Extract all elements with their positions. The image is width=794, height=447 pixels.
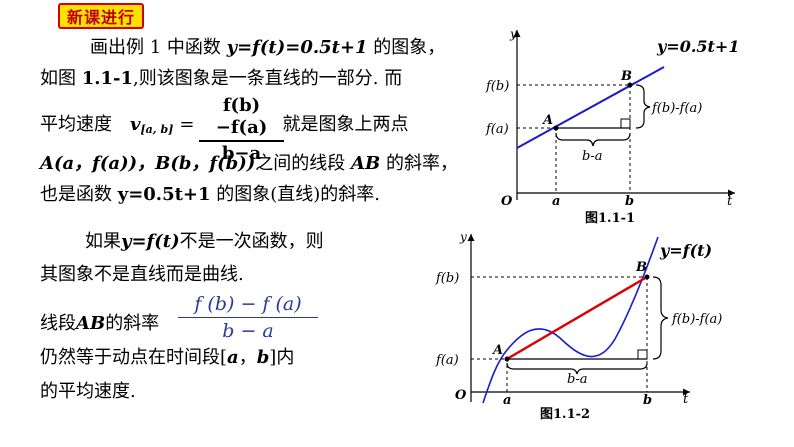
velocity-subscript: [a, b] <box>140 123 174 136</box>
text: ,则该图象是一条直线的一部分. 而 <box>133 68 403 89</box>
para1-line2: 如图 1.1-1,则该图象是一条直线的一部分. 而 <box>40 67 402 91</box>
figure-1-1: y t O A B f(a) f(b) a b f(b)-f(a) b-a y=… <box>485 27 739 226</box>
text: ]内 <box>269 347 295 368</box>
para2-line5: 的平均速度. <box>40 381 136 402</box>
fig2-origin-label: O <box>455 388 467 403</box>
function-expr: y=0.5t+1 <box>117 184 211 205</box>
fraction-bar <box>178 317 318 318</box>
para2-line4: 仍然等于动点在时间段[a，b]内 <box>40 346 294 370</box>
fig1-line <box>516 66 665 149</box>
figure-ref: 1.1-1 <box>81 68 134 89</box>
para1-line5: 也是函数 y=0.5t+1 的图象(直线)的斜率. <box>40 183 380 207</box>
fig1-run-label: b-a <box>582 149 602 164</box>
para1-line3: 平均速度 v[a, b] = 就是图象上两点 <box>40 113 408 142</box>
text: 不是一次函数，则 <box>179 231 324 252</box>
fig2-y-label: y <box>459 230 467 244</box>
fig2-secant-ab <box>506 275 648 361</box>
text: 也是函数 <box>40 184 118 205</box>
text: 的图象(直线)的斜率. <box>210 184 381 205</box>
fig1-t-label: t <box>727 194 733 209</box>
fig2-fb-label: f(b) <box>435 271 459 286</box>
avg-velocity-fraction: f(b)−f(a) b−a <box>199 95 284 165</box>
fraction-numerator: f(b)−f(a) <box>215 95 268 138</box>
para1-line4: A(a，f(a))，B(b，f(b))之间的线段 AB 的斜率， <box>40 152 458 176</box>
velocity-symbol: v <box>130 114 141 135</box>
function-expr: y=f(t)=0.5t+1 <box>226 37 368 58</box>
fig2-horizontal-brace <box>506 362 648 375</box>
text: 画出例 1 中函数 <box>90 37 227 58</box>
equals-sign: = <box>179 114 195 135</box>
fig1-point-a <box>553 125 559 131</box>
segment-ab: AB <box>351 153 381 174</box>
fig2-point-a-label: A <box>491 343 503 358</box>
fig1-caption: 图1.1-1 <box>585 211 635 226</box>
points-expr: A(a，f(a))，B(b，f(b)) <box>40 153 256 174</box>
text: 平均速度 <box>40 114 112 135</box>
fig1-y-label: y <box>509 27 517 41</box>
text: 的图象， <box>367 37 446 58</box>
fig2-t-label: t <box>683 392 689 407</box>
fraction-numerator: f (b) − f (a) <box>194 293 302 315</box>
fig2-rise-label: f(b)-f(a) <box>671 312 722 327</box>
fraction-denominator: b − a <box>222 320 274 342</box>
para2-line2: 其图象不是直线而是曲线. <box>40 264 244 285</box>
function-expr: y=f(t) <box>121 231 180 252</box>
section-badge-label: 新课进行 <box>66 8 135 27</box>
text: 就是图象上两点 <box>282 114 409 135</box>
para2-line3: 线段AB的斜率 <box>40 312 159 336</box>
var-a: a <box>227 347 239 368</box>
fig1-vertical-brace <box>635 84 651 129</box>
fig2-right-angle <box>637 349 648 360</box>
fig2-run-label: b-a <box>567 372 587 387</box>
text: 之间的线段 <box>255 153 352 174</box>
fraction-denominator: b−a <box>221 143 262 164</box>
fraction-bar <box>199 140 284 142</box>
segment-ab: AB <box>76 313 106 334</box>
para1-line1: 画出例 1 中函数 y=f(t)=0.5t+1 的图象， <box>90 36 445 60</box>
fig1-rise-label: f(b)-f(a) <box>651 101 702 116</box>
fig1-horizontal-brace <box>555 132 631 147</box>
fig2-a-tick-label: a <box>503 393 511 408</box>
text: ， <box>238 347 257 368</box>
fig1-right-angle <box>620 118 631 129</box>
figure-1-2: y t O A B f(a) f(b) a b f(b)-f(a) b-a y=… <box>435 230 722 422</box>
text: 仍然等于动点在时间段[ <box>40 347 228 368</box>
fig1-origin-label: O <box>501 194 513 209</box>
fig2-b-tick-label: b <box>643 393 652 408</box>
fig2-fa-label: f(a) <box>435 353 459 368</box>
fig2-point-b <box>644 274 650 280</box>
fig2-point-a <box>504 356 510 362</box>
fig2-vertical-brace <box>652 276 669 360</box>
fig2-function-label: y=f(t) <box>659 241 712 260</box>
fig1-function-label: y=0.5t+1 <box>656 37 739 56</box>
section-badge: 新课进行 <box>58 3 144 29</box>
fig1-point-a-label: A <box>541 113 553 128</box>
fig1-point-b-label: B <box>620 69 632 84</box>
text: 的斜率， <box>380 153 458 174</box>
fig2-caption: 图1.1-2 <box>540 407 590 422</box>
slope-fraction: f (b) − f (a) b − a <box>178 293 318 342</box>
fig1-point-b <box>627 82 633 88</box>
text: 如果 <box>85 231 121 252</box>
text: 的斜率 <box>105 313 160 334</box>
fig1-fb-label: f(b) <box>485 79 509 94</box>
fig2-curve <box>482 236 659 404</box>
fig1-a-tick-label: a <box>552 194 560 209</box>
fig2-point-b-label: B <box>635 260 647 275</box>
var-b: b <box>256 347 270 368</box>
fig1-b-tick-label: b <box>625 194 634 209</box>
fig1-fa-label: f(a) <box>485 122 509 137</box>
text: 线段 <box>40 313 76 334</box>
para2-line1: 如果y=f(t)不是一次函数，则 <box>85 230 324 254</box>
text: 如图 <box>40 68 82 89</box>
